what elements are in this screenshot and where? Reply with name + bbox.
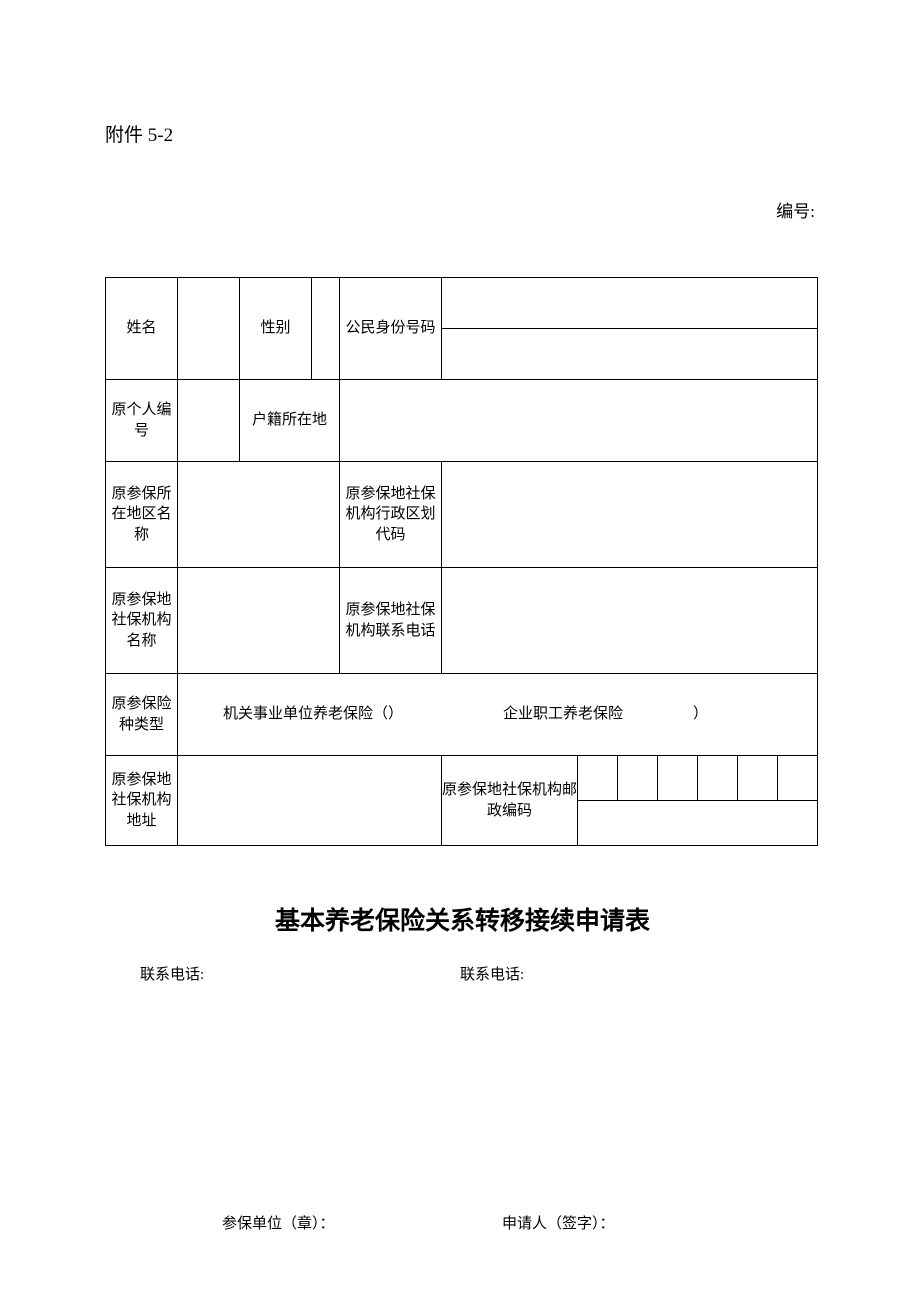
agency-name-value <box>178 568 340 674</box>
table-row: 原参保险种类型 机关事业单位养老保险（） 企业职工养老保险 ） <box>106 674 818 756</box>
zip-digit-box <box>658 756 698 800</box>
document-page: 附件 5-2 编号: 姓名 性别 公民身份号码 原个人编号 户籍所在地 <box>0 0 920 984</box>
orig-personal-no-label: 原个人编号 <box>106 380 178 462</box>
hukou-label: 户籍所在地 <box>240 380 340 462</box>
region-name-value <box>178 462 340 568</box>
table-row: 原参保地社保机构名称 原参保地社保机构联系电话 <box>106 568 818 674</box>
table-row: 原参保所在地区名称 原参保地社保机构行政区划代码 <box>106 462 818 568</box>
table-row: 原参保地社保机构地址 原参保地社保机构邮政编码 <box>106 756 818 846</box>
region-name-label: 原参保所在地区名称 <box>106 462 178 568</box>
table-row: 姓名 性别 公民身份号码 <box>106 278 818 380</box>
agency-addr-value <box>178 756 442 846</box>
zip-digit-box <box>778 756 817 800</box>
agency-phone-value <box>442 568 818 674</box>
gender-value <box>312 278 340 380</box>
zip-label: 原参保地社保机构邮政编码 <box>442 756 578 846</box>
ins-type-label: 原参保险种类型 <box>106 674 178 756</box>
agency-phone-label: 原参保地社保机构联系电话 <box>340 568 442 674</box>
name-value <box>178 278 240 380</box>
admin-code-value <box>442 462 818 568</box>
name-label: 姓名 <box>106 278 178 380</box>
applicant-sign-label: 申请人（签字）： <box>502 1212 615 1233</box>
agency-name-label: 原参保地社保机构名称 <box>106 568 178 674</box>
ins-type-opt2: 企业职工养老保险 <box>503 704 623 724</box>
contact-phone-right: 联系电话: <box>460 963 524 984</box>
unit-seal-label: 参保单位（章）： <box>222 1212 502 1233</box>
table-row: 原个人编号 户籍所在地 <box>106 380 818 462</box>
zip-digit-box <box>698 756 738 800</box>
ins-type-opt1: 机关事业单位养老保险（） <box>223 704 403 724</box>
phone-row: 联系电话: 联系电话: <box>105 963 820 984</box>
hukou-value <box>340 380 818 462</box>
orig-personal-no-value <box>178 380 240 462</box>
attachment-label: 附件 5-2 <box>105 120 820 147</box>
ins-type-options: 机关事业单位养老保险（） 企业职工养老保险 ） <box>178 674 818 756</box>
signature-row: 参保单位（章）： 申请人（签字）： <box>0 1212 920 1233</box>
zip-digit-box <box>578 756 618 800</box>
contact-phone-left: 联系电话: <box>140 963 460 984</box>
zip-digit-box <box>738 756 778 800</box>
citizen-id-label: 公民身份号码 <box>340 278 442 380</box>
zip-boxes <box>578 756 818 846</box>
agency-addr-label: 原参保地社保机构地址 <box>106 756 178 846</box>
zip-digit-box <box>618 756 658 800</box>
gender-label: 性别 <box>240 278 312 380</box>
application-form-table: 姓名 性别 公民身份号码 原个人编号 户籍所在地 原参保所在地区名称 原参保地社… <box>105 277 818 846</box>
citizen-id-boxes <box>442 278 818 380</box>
form-title: 基本养老保险关系转移接续申请表 <box>105 901 820 937</box>
admin-code-label: 原参保地社保机构行政区划代码 <box>340 462 442 568</box>
serial-number-label: 编号: <box>105 197 820 222</box>
ins-type-paren: ） <box>693 704 708 724</box>
